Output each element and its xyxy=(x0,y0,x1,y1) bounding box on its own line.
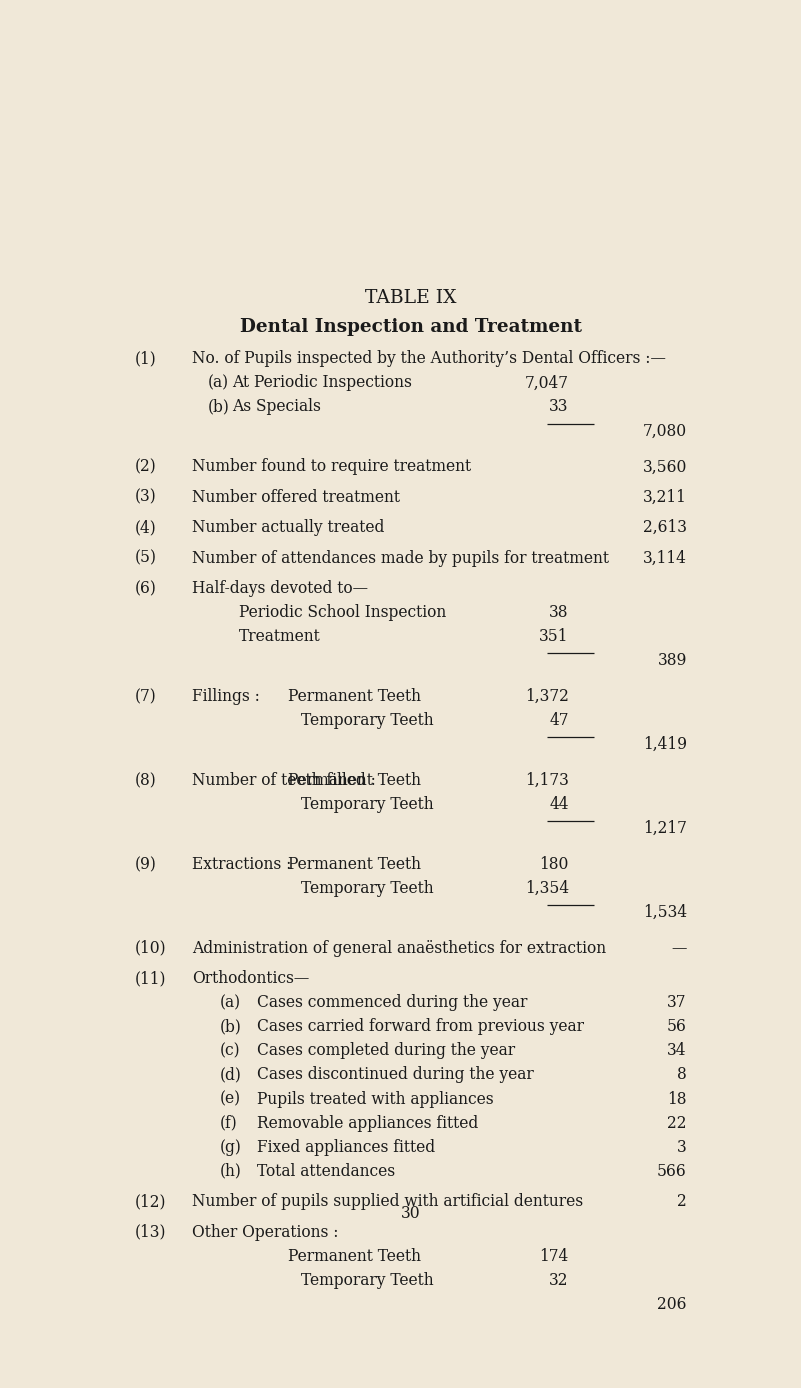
Text: (3): (3) xyxy=(135,489,156,505)
Text: 2,613: 2,613 xyxy=(642,519,686,536)
Text: Number of pupils supplied with artificial dentures: Number of pupils supplied with artificia… xyxy=(192,1194,583,1210)
Text: Pupils treated with appliances: Pupils treated with appliances xyxy=(257,1091,493,1108)
Text: At Periodic Inspections: At Periodic Inspections xyxy=(232,375,413,391)
Text: (13): (13) xyxy=(135,1224,166,1241)
Text: (b): (b) xyxy=(207,398,229,415)
Text: —: — xyxy=(671,940,686,956)
Text: 174: 174 xyxy=(540,1248,569,1264)
Text: TABLE IX: TABLE IX xyxy=(364,290,457,308)
Text: 206: 206 xyxy=(658,1296,686,1313)
Text: 1,419: 1,419 xyxy=(642,736,686,754)
Text: Extractions :: Extractions : xyxy=(192,856,292,873)
Text: (h): (h) xyxy=(220,1163,242,1180)
Text: (f): (f) xyxy=(220,1115,238,1131)
Text: 33: 33 xyxy=(549,398,569,415)
Text: Permanent Teeth: Permanent Teeth xyxy=(288,1248,421,1264)
Text: Cases commenced during the year: Cases commenced during the year xyxy=(257,994,528,1012)
Text: Number of teeth filled :: Number of teeth filled : xyxy=(192,772,376,788)
Text: 3,211: 3,211 xyxy=(643,489,686,505)
Text: Half-days devoted to—: Half-days devoted to— xyxy=(192,580,368,597)
Text: Temporary Teeth: Temporary Teeth xyxy=(300,880,433,897)
Text: Dental Inspection and Treatment: Dental Inspection and Treatment xyxy=(239,318,582,336)
Text: 1,217: 1,217 xyxy=(643,820,686,837)
Text: Permanent Teeth: Permanent Teeth xyxy=(288,772,421,788)
Text: 47: 47 xyxy=(549,712,569,729)
Text: (8): (8) xyxy=(135,772,156,788)
Text: 566: 566 xyxy=(657,1163,686,1180)
Text: 389: 389 xyxy=(658,652,686,669)
Text: 3,114: 3,114 xyxy=(643,550,686,566)
Text: (6): (6) xyxy=(135,580,156,597)
Text: Number offered treatment: Number offered treatment xyxy=(192,489,400,505)
Text: 1,534: 1,534 xyxy=(642,904,686,922)
Text: (e): (e) xyxy=(220,1091,241,1108)
Text: Cases completed during the year: Cases completed during the year xyxy=(257,1042,515,1059)
Text: (4): (4) xyxy=(135,519,156,536)
Text: 3,560: 3,560 xyxy=(642,458,686,475)
Text: (1): (1) xyxy=(135,350,156,368)
Text: (11): (11) xyxy=(135,970,166,987)
Text: (7): (7) xyxy=(135,688,156,705)
Text: 30: 30 xyxy=(400,1205,421,1223)
Text: 7,047: 7,047 xyxy=(525,375,569,391)
Text: 1,354: 1,354 xyxy=(525,880,569,897)
Text: (5): (5) xyxy=(135,550,156,566)
Text: Removable appliances fitted: Removable appliances fitted xyxy=(257,1115,478,1131)
Text: Cases carried forward from previous year: Cases carried forward from previous year xyxy=(257,1019,584,1035)
Text: (c): (c) xyxy=(220,1042,240,1059)
Text: Fixed appliances fitted: Fixed appliances fitted xyxy=(257,1138,435,1156)
Text: Orthodontics—: Orthodontics— xyxy=(192,970,309,987)
Text: Number found to require treatment: Number found to require treatment xyxy=(192,458,471,475)
Text: No. of Pupils inspected by the Authority’s Dental Officers :—: No. of Pupils inspected by the Authority… xyxy=(192,350,666,368)
Text: Treatment: Treatment xyxy=(239,629,320,645)
Text: 18: 18 xyxy=(667,1091,686,1108)
Text: 180: 180 xyxy=(539,856,569,873)
Text: (b): (b) xyxy=(220,1019,242,1035)
Text: 22: 22 xyxy=(667,1115,686,1131)
Text: 1,372: 1,372 xyxy=(525,688,569,705)
Text: 3: 3 xyxy=(677,1138,686,1156)
Text: Fillings :: Fillings : xyxy=(192,688,260,705)
Text: (d): (d) xyxy=(220,1066,242,1084)
Text: Temporary Teeth: Temporary Teeth xyxy=(300,1271,433,1288)
Text: 37: 37 xyxy=(667,994,686,1012)
Text: 56: 56 xyxy=(667,1019,686,1035)
Text: Permanent Teeth: Permanent Teeth xyxy=(288,856,421,873)
Text: (a): (a) xyxy=(207,375,228,391)
Text: (g): (g) xyxy=(220,1138,242,1156)
Text: 351: 351 xyxy=(539,629,569,645)
Text: Other Operations :: Other Operations : xyxy=(192,1224,339,1241)
Text: 2: 2 xyxy=(677,1194,686,1210)
Text: 32: 32 xyxy=(549,1271,569,1288)
Text: Permanent Teeth: Permanent Teeth xyxy=(288,688,421,705)
Text: (9): (9) xyxy=(135,856,156,873)
Text: Administration of general anaësthetics for extraction: Administration of general anaësthetics f… xyxy=(192,940,606,956)
Text: 7,080: 7,080 xyxy=(642,422,686,440)
Text: (10): (10) xyxy=(135,940,166,956)
Text: (2): (2) xyxy=(135,458,156,475)
Text: 38: 38 xyxy=(549,604,569,622)
Text: Periodic School Inspection: Periodic School Inspection xyxy=(239,604,446,622)
Text: As Specials: As Specials xyxy=(232,398,321,415)
Text: 34: 34 xyxy=(667,1042,686,1059)
Text: (a): (a) xyxy=(220,994,241,1012)
Text: Temporary Teeth: Temporary Teeth xyxy=(300,712,433,729)
Text: Number of attendances made by pupils for treatment: Number of attendances made by pupils for… xyxy=(192,550,609,566)
Text: Total attendances: Total attendances xyxy=(257,1163,396,1180)
Text: 1,173: 1,173 xyxy=(525,772,569,788)
Text: (12): (12) xyxy=(135,1194,166,1210)
Text: Cases discontinued during the year: Cases discontinued during the year xyxy=(257,1066,534,1084)
Text: 8: 8 xyxy=(677,1066,686,1084)
Text: Temporary Teeth: Temporary Teeth xyxy=(300,797,433,813)
Text: 44: 44 xyxy=(549,797,569,813)
Text: Number actually treated: Number actually treated xyxy=(192,519,384,536)
